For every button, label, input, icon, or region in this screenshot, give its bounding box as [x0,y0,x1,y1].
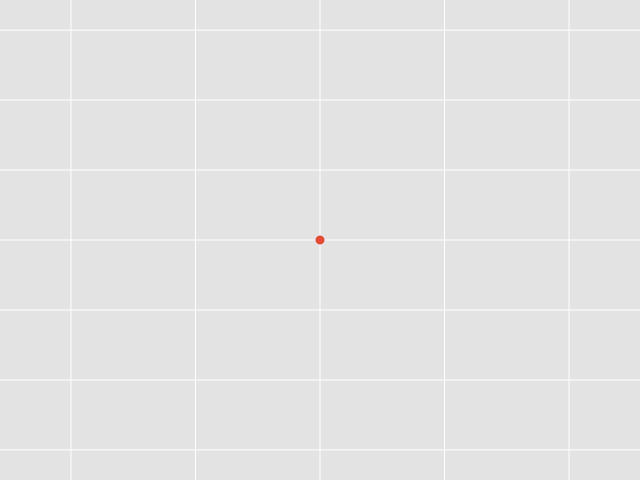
data-points [315,235,325,245]
data-point [315,235,325,245]
